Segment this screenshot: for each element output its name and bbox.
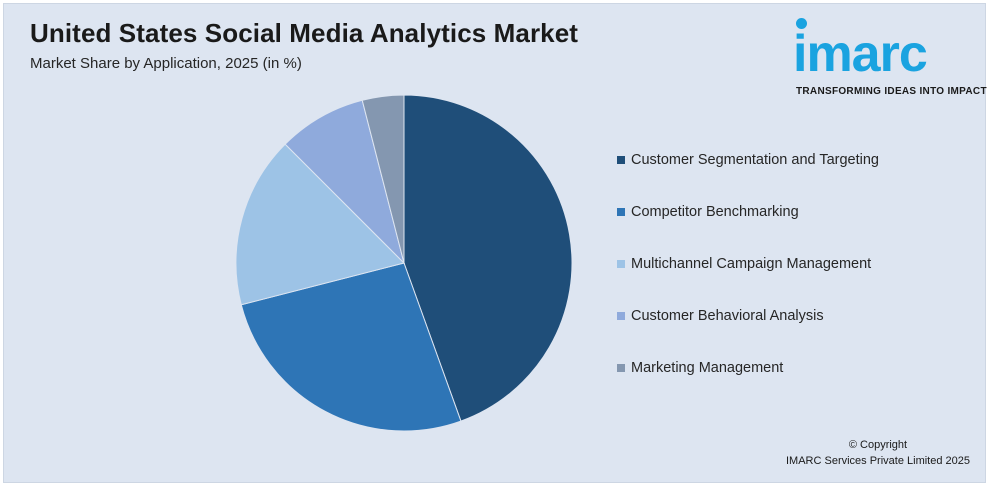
legend-swatch	[617, 208, 625, 216]
legend-label: Competitor Benchmarking	[631, 204, 799, 220]
pie-slice-5	[361, 94, 405, 264]
pie-slice-2	[240, 262, 462, 432]
legend-label: Customer Segmentation and Targeting	[631, 152, 879, 168]
logo-tagline: TRANSFORMING IDEAS INTO IMPACT	[796, 86, 987, 97]
chart-subtitle: Market Share by Application, 2025 (in %)	[30, 55, 302, 72]
imarc-logo: imarc TRANSFORMING IDEAS INTO IMPACT	[793, 16, 987, 102]
pie-slice-1	[403, 94, 573, 422]
legend-label: Marketing Management	[631, 360, 784, 376]
chart-title: United States Social Media Analytics Mar…	[30, 18, 579, 48]
legend-swatch	[617, 364, 625, 372]
logo-wordmark: imarc	[793, 25, 928, 83]
legend-label: Multichannel Campaign Management	[631, 256, 872, 272]
legend-swatch	[617, 156, 625, 164]
logo-dot	[796, 18, 807, 29]
legend-swatch	[617, 260, 625, 268]
legend-item: Customer Behavioral Analysis	[617, 306, 824, 326]
legend-swatch	[617, 312, 625, 320]
copyright-line-1: © Copyright	[848, 439, 908, 451]
pie-slice-3	[235, 143, 405, 306]
legend-item: Customer Segmentation and Targeting	[617, 150, 879, 170]
legend-item: Marketing Management	[617, 358, 783, 378]
copyright-line-2: IMARC Services Private Limited 2025	[785, 455, 970, 467]
legend-item: Multichannel Campaign Management	[617, 254, 871, 274]
pie-slice-4	[284, 99, 405, 265]
copyright-notice: © Copyright IMARC Services Private Limit…	[786, 437, 970, 469]
legend-label: Customer Behavioral Analysis	[631, 308, 824, 324]
legend-item: Competitor Benchmarking	[617, 202, 799, 222]
